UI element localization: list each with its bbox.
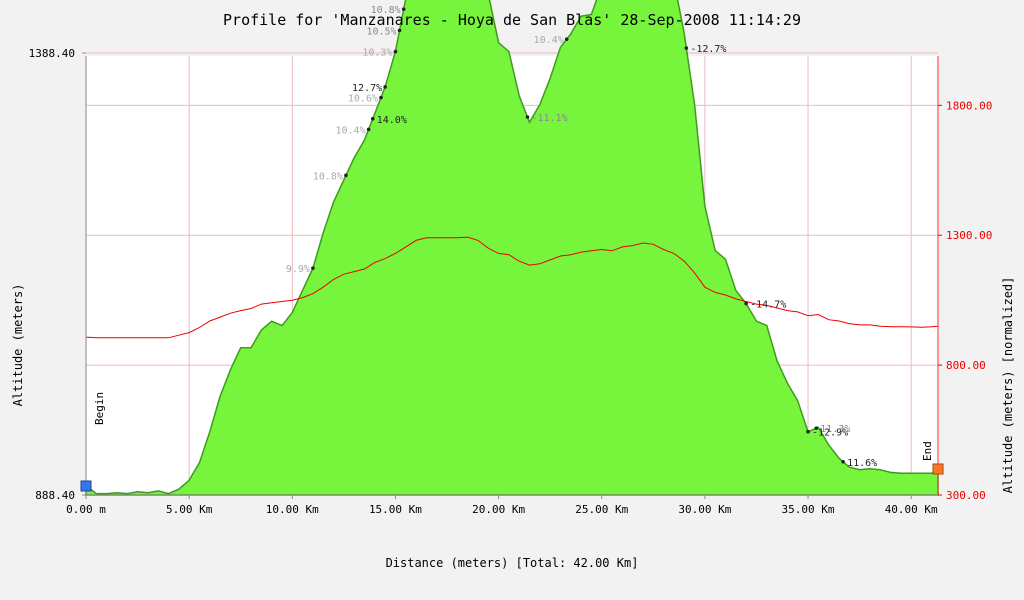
slope-point bbox=[525, 115, 530, 119]
slope-point bbox=[393, 49, 398, 54]
slope-point bbox=[814, 426, 819, 430]
x-axis-label: Distance (meters) [Total: 42.00 Km] bbox=[386, 556, 639, 570]
x-tick-label: 25.00 Km bbox=[575, 503, 628, 516]
x-tick-label: 10.00 Km bbox=[266, 503, 319, 516]
right-y-tick-label: 1800.00 bbox=[946, 99, 992, 112]
slope-label: 10.4% bbox=[336, 125, 366, 136]
y-axis-label: Altitude (meters) bbox=[11, 284, 25, 407]
slope-point bbox=[401, 7, 406, 11]
x-tick-label: 40.00 Km bbox=[885, 503, 938, 516]
slope-label: 10.5% bbox=[366, 26, 396, 37]
slope-label: 9.9% bbox=[286, 264, 310, 275]
right-y-axis-label: Altitude (meters) [normalized] bbox=[1001, 277, 1015, 494]
slope-label: 10.8% bbox=[313, 171, 343, 182]
slope-label: 12.7% bbox=[352, 83, 382, 94]
slope-annotations: 9.9% 10.8% 10.4% 14.0% 10.6%12.7% 10.3% 10.5% 1… bbox=[286, 5, 877, 469]
x-tick-label: 5.00 Km bbox=[166, 503, 213, 516]
slope-label: 14.0% bbox=[377, 115, 407, 126]
slope-label: 10.3% bbox=[362, 48, 392, 59]
slope-point bbox=[841, 459, 845, 464]
slope-point bbox=[379, 95, 383, 100]
end-label: End bbox=[921, 441, 934, 461]
x-axis-ticks: 0.00 m 5.00 Km 10.00 Km 15.00 Km 20.00 Km 25.… bbox=[66, 495, 938, 516]
begin-label: Begin bbox=[93, 392, 106, 425]
slope-point bbox=[311, 266, 315, 270]
slope-label: 10.8% bbox=[371, 5, 401, 16]
slope-point bbox=[564, 37, 569, 42]
x-tick-label: 15.00 Km bbox=[369, 503, 422, 516]
slope-point bbox=[366, 127, 371, 132]
end-marker bbox=[932, 463, 944, 475]
right-axis-ticks: 300.00 800.00 1300.00 1800.00 bbox=[938, 99, 992, 502]
slope-point bbox=[397, 28, 402, 33]
slope-label: -14.7% bbox=[750, 300, 786, 311]
x-tick-label: 35.00 Km bbox=[782, 503, 835, 516]
begin-marker bbox=[80, 480, 92, 492]
slope-label: -12.9% bbox=[812, 428, 848, 439]
chart-title: Profile for 'Manzanares - Hoya de San Bl… bbox=[223, 11, 801, 29]
slope-point bbox=[370, 116, 375, 121]
right-y-tick-label: 800.00 bbox=[946, 359, 986, 372]
slope-label: 10.4% bbox=[534, 35, 564, 46]
y-tick-label: 1388.40 bbox=[29, 47, 75, 60]
y-axis-ticks: 888.40 1388.40 bbox=[29, 47, 86, 502]
slope-point bbox=[383, 85, 387, 89]
x-tick-label: 30.00 Km bbox=[678, 503, 731, 516]
slope-point bbox=[744, 301, 748, 306]
slope-point bbox=[344, 173, 348, 178]
x-tick-label: 0.00 m bbox=[66, 503, 106, 516]
slope-point bbox=[684, 46, 689, 50]
slope-label: 11.3% bbox=[820, 424, 850, 435]
slope-label: 10.6% bbox=[348, 94, 378, 105]
slope-point bbox=[806, 429, 810, 434]
y-tick-label: 888.40 bbox=[35, 489, 75, 502]
right-y-tick-label: 300.00 bbox=[946, 489, 986, 502]
normalized-altitude-line bbox=[85, 236, 939, 339]
x-tick-label: 20.00 Km bbox=[472, 503, 525, 516]
slope-label: 11.6% bbox=[847, 458, 877, 469]
slope-label: -12.7% bbox=[690, 44, 726, 55]
slope-label: -11.1% bbox=[531, 113, 567, 124]
right-y-tick-label: 1300.00 bbox=[946, 229, 992, 242]
